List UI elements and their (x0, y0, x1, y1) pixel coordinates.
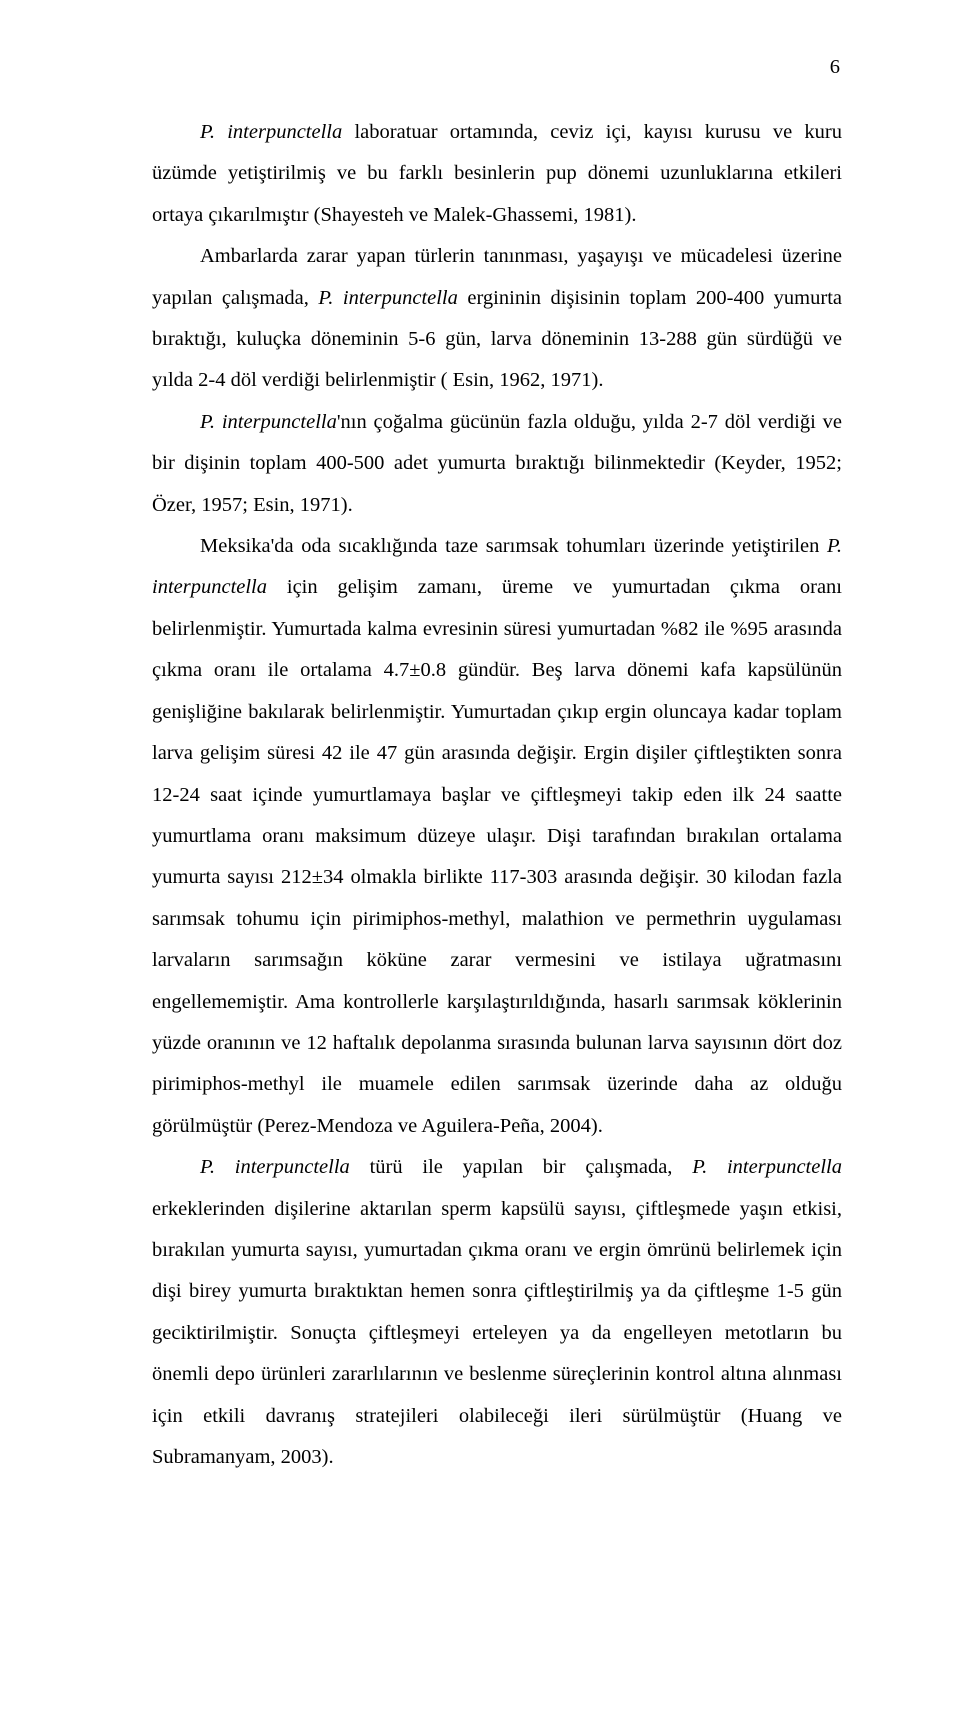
species-name: P. interpunctella (200, 411, 337, 433)
paragraph-2: Ambarlarda zarar yapan türlerin tanınmas… (152, 236, 842, 402)
text: erkeklerinden dişilerine aktarılan sperm… (152, 1198, 842, 1468)
species-name: P. interpunctella (200, 1156, 350, 1178)
paragraph-3: P. interpunctella'nın çoğalma gücünün fa… (152, 402, 842, 526)
page-content: P. interpunctella laboratuar ortamında, … (152, 112, 842, 1478)
text: için gelişim zamanı, üreme ve yumurtadan… (152, 576, 842, 1136)
text: türü ile yapılan bir çalışmada, (350, 1156, 692, 1178)
paragraph-4: Meksika'da oda sıcaklığında taze sarımsa… (152, 526, 842, 1147)
page-number: 6 (830, 56, 840, 79)
paragraph-5: P. interpunctella türü ile yapılan bir ç… (152, 1147, 842, 1478)
text: Meksika'da oda sıcaklığında taze sarımsa… (200, 535, 827, 557)
species-name: P. interpunctella (318, 287, 458, 309)
paragraph-1: P. interpunctella laboratuar ortamında, … (152, 112, 842, 236)
species-name: P. interpunctella (200, 121, 342, 143)
species-name: P. interpunctella (692, 1156, 842, 1178)
